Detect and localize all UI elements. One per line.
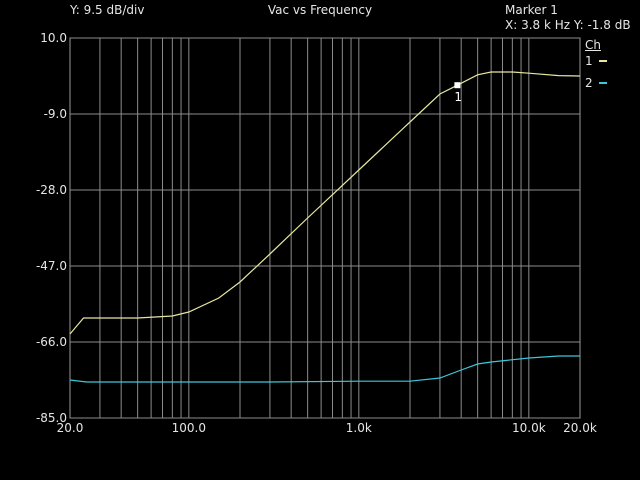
- chart-title: Vac vs Frequency: [267, 3, 373, 17]
- legend-entry-ch2[interactable]: 2: [585, 76, 607, 90]
- legend-swatch-ch2: [598, 82, 607, 84]
- legend-label-ch2: 2: [585, 76, 593, 90]
- marker-label: 1: [454, 90, 462, 104]
- legend-swatch-ch1: [598, 60, 607, 62]
- legend-entry-ch1[interactable]: 1: [585, 54, 607, 68]
- legend-label-ch1: 1: [585, 54, 593, 68]
- y-tick-label: -85.0: [36, 411, 67, 425]
- x-tick-label: 100.0: [172, 421, 206, 435]
- x-tick-label: 10.0k: [512, 421, 546, 435]
- x-tick-label: 1.0k: [346, 421, 372, 435]
- marker-point: [454, 82, 461, 89]
- y-tick-label: 10.0: [40, 31, 67, 45]
- y-tick-label: -28.0: [36, 183, 67, 197]
- series-line-ch1: [69, 71, 581, 335]
- x-tick-label: 20.0k: [563, 421, 597, 435]
- y-tick-label: -66.0: [36, 335, 67, 349]
- legend-heading: Ch: [585, 38, 601, 52]
- y-tick-label: -9.0: [44, 107, 67, 121]
- marker-title: Marker 1: [505, 3, 558, 17]
- y-tick-label: -47.0: [36, 259, 67, 273]
- series-line-ch2: [69, 355, 580, 383]
- marker-readout: X: 3.8 k Hz Y: -1.8 dB: [505, 18, 631, 32]
- y-scale-label: Y: 9.5 dB/div: [70, 3, 145, 17]
- x-tick-label: 20.0: [57, 421, 84, 435]
